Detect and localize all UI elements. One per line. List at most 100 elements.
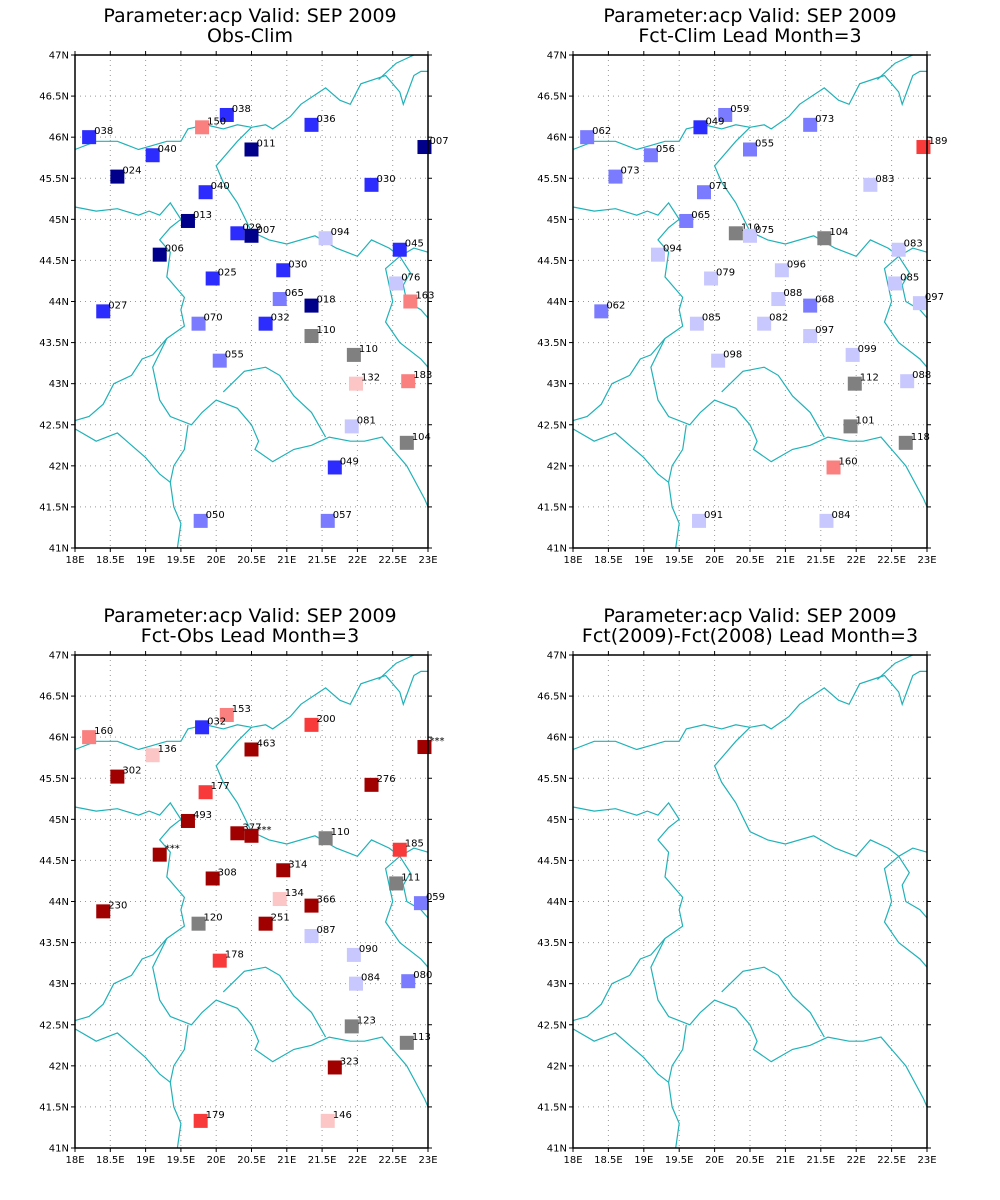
station-marker	[198, 785, 213, 800]
station-marker	[304, 298, 319, 313]
station-label: 049	[340, 456, 359, 467]
lon-tick-label: 20.5E	[237, 555, 266, 566]
lon-tick-label: 22.5E	[378, 1155, 407, 1166]
station-label: 097	[815, 325, 834, 336]
station-marker	[718, 107, 733, 122]
axis-ticks: 18E 18.5E 19E 19.5E 20E 20.5E 21E 21.5E 22E 22.5E…	[537, 51, 936, 567]
station-marker	[743, 228, 757, 243]
lat-tick-label: 44.5N	[537, 856, 567, 867]
station-label: 136	[158, 744, 177, 755]
lat-tick-label: 44N	[49, 897, 69, 908]
station-label: 276	[377, 774, 396, 785]
station-marker	[843, 419, 858, 434]
station-marker	[401, 974, 416, 989]
station-marker	[230, 826, 245, 841]
station-marker	[244, 228, 259, 243]
lon-tick-label: 20E	[207, 1155, 226, 1166]
station-label: 080	[413, 970, 432, 981]
station-marker	[898, 435, 913, 450]
station-label: 185	[405, 839, 424, 850]
lat-tick-label: 41.5N	[39, 1102, 69, 1113]
lat-tick-label: 44N	[547, 297, 567, 308]
station-label: 055	[225, 350, 244, 361]
station-marker	[348, 376, 363, 391]
station-marker	[145, 148, 160, 163]
station-marker	[679, 213, 694, 228]
lon-tick-label: 19E	[136, 1155, 155, 1166]
station-label: 090	[359, 944, 378, 955]
axis-ticks: 18E 18.5E 19E 19.5E 20E 20.5E 21E 21.5E 22E 22.5E…	[39, 51, 437, 567]
lat-tick-label: 46N	[49, 733, 69, 744]
lon-tick-label: 19.5E	[167, 555, 196, 566]
station-marker	[195, 120, 210, 135]
station-label: 120	[204, 913, 223, 924]
gridlines	[75, 55, 428, 548]
station-marker	[258, 316, 273, 331]
station-marker	[704, 271, 719, 286]
panel-title-line1: Parameter:acp Valid: SEP 2009	[103, 5, 396, 27]
lat-tick-label: 44N	[547, 897, 567, 908]
coastlines	[74, 54, 429, 549]
station-label: 025	[218, 267, 237, 278]
station-marker	[219, 107, 234, 122]
lat-tick-label: 41.5N	[537, 1102, 567, 1113]
station-marker	[826, 460, 841, 475]
station-label: 006	[165, 244, 184, 255]
station-label: 068	[815, 295, 834, 306]
lon-tick-label: 18.5E	[594, 1155, 623, 1166]
station-label: 163	[415, 291, 434, 302]
station-label: 013	[193, 210, 212, 221]
station-label: 059	[426, 892, 445, 903]
station-marker	[244, 742, 259, 757]
station-label: 073	[815, 114, 834, 125]
station-label: 177	[211, 781, 230, 792]
station-label: 011	[257, 138, 276, 149]
station-label: 377	[242, 822, 261, 833]
gridlines	[573, 55, 927, 548]
station-label: 084	[831, 510, 850, 521]
lon-tick-label: 21.5E	[308, 555, 337, 566]
lat-tick-label: 44.5N	[537, 256, 567, 267]
station-label: 112	[860, 373, 879, 384]
station-marker	[900, 374, 915, 389]
station-marker	[608, 169, 623, 184]
axis-ticks: 18E 18.5E 19E 19.5E 20E 20.5E 21E 21.5E 22E 22.5E…	[39, 651, 437, 1167]
lon-tick-label: 20E	[705, 555, 724, 566]
station-marker	[195, 720, 210, 735]
station-marker	[803, 298, 818, 313]
lat-tick-label: 47N	[49, 51, 69, 62]
station-marker	[304, 898, 319, 913]
station-marker	[145, 748, 160, 763]
station-label: 308	[218, 867, 237, 878]
station-label: 085	[702, 313, 721, 324]
station-marker	[399, 435, 414, 450]
station-marker	[244, 828, 259, 843]
station-label: 062	[592, 126, 611, 137]
lon-tick-label: 22.5E	[378, 555, 407, 566]
station-marker	[401, 374, 416, 389]
station-label: 050	[206, 510, 225, 521]
gridlines	[573, 655, 927, 1148]
station-marker	[819, 513, 834, 528]
lon-tick-label: 18E	[563, 555, 582, 566]
lon-tick-label: 18.5E	[96, 1155, 125, 1166]
station-marker	[743, 142, 757, 157]
lon-tick-label: 22E	[348, 555, 367, 566]
station-marker	[413, 896, 428, 911]
station-label: 230	[108, 900, 127, 911]
lat-tick-label: 47N	[547, 51, 567, 62]
station-label: 323	[340, 1056, 359, 1067]
station-marker	[692, 513, 707, 528]
station-marker	[219, 707, 234, 722]
station-marker	[364, 177, 379, 192]
station-label: 132	[361, 373, 380, 384]
station-marker	[803, 329, 818, 344]
lon-tick-label: 21E	[277, 1155, 296, 1166]
station-label: 104	[829, 227, 848, 238]
station-marker	[244, 142, 259, 157]
lat-tick-label: 41N	[547, 544, 567, 555]
station-marker	[318, 231, 333, 246]
